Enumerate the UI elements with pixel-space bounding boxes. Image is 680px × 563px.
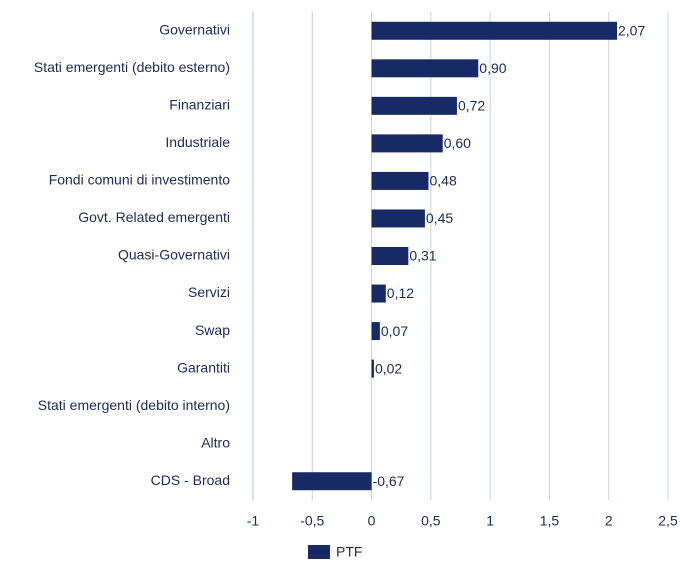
x-tick-label: -0,5 [300,513,324,529]
data-label: 0,48 [429,173,456,189]
x-tick-label: 2 [605,513,613,529]
data-label: 0,31 [409,248,436,264]
y-tick-label: CDS - Broad [151,472,230,488]
x-tick-label: 2,5 [658,513,678,529]
y-tick-label: Fondi comuni di investimento [49,172,231,188]
y-tick-label: Stati emergenti (debito esterno) [34,59,230,75]
x-tick-label: 0,5 [421,513,441,529]
data-label: 0,72 [458,98,485,114]
y-tick-label: Servizi [188,284,230,300]
data-label: 0,90 [479,60,506,76]
x-tick-label: -1 [247,513,260,529]
legend-label: PTF [336,544,362,560]
bar [371,284,386,303]
y-tick-label: Industriale [165,134,230,150]
legend-swatch [308,545,330,559]
y-tick-label: Govt. Related emergenti [78,209,230,225]
bar [371,171,429,190]
y-tick-label: Quasi-Governativi [118,247,230,263]
bar [371,59,479,78]
data-label: 0,45 [426,210,453,226]
bar [371,96,457,115]
bar [292,472,372,491]
bar [371,359,374,378]
bar [371,247,409,265]
bar [371,134,443,153]
y-tick-label: Altro [201,434,230,450]
x-tick-label: 1 [486,513,494,529]
bar [371,322,380,341]
data-label: 2,07 [618,22,645,38]
x-tick-label: 0 [368,513,376,529]
y-tick-label: Stati emergenti (debito interno) [38,397,230,413]
bar [371,21,618,40]
y-tick-label: Governativi [159,21,230,37]
data-label: 0,12 [387,285,414,301]
bar [371,209,425,228]
data-label: 0,07 [381,323,408,339]
y-tick-label: Garantiti [177,359,230,375]
data-label: -0,67 [373,473,405,489]
data-label: 0,02 [375,360,402,376]
y-tick-label: Swap [195,322,230,338]
y-tick-label: Finanziari [169,97,230,113]
x-tick-label: 1,5 [540,513,560,529]
data-label: 0,60 [444,135,471,151]
